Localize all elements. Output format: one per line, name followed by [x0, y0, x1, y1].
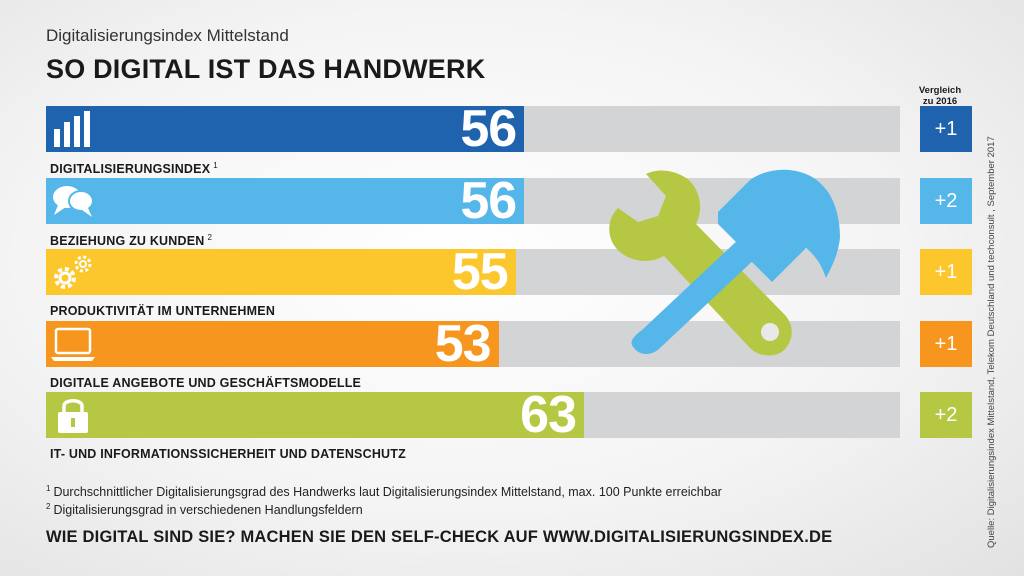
- footnote-number: 1: [46, 484, 51, 493]
- footnote-ref: 2: [207, 232, 213, 242]
- laptop-icon: [51, 327, 95, 361]
- bar-value-label: 53: [434, 314, 492, 373]
- footnote-text: Durchschnittlicher Digitalisierungsgrad …: [53, 485, 722, 500]
- comparison-delta-badge: +1: [920, 320, 972, 367]
- comparison-heading: Vergleich zu 2016: [908, 85, 972, 107]
- bar-value-label: 56: [460, 171, 517, 230]
- hammer-and-wrench-icon: [609, 169, 840, 356]
- comparison-heading-line2: zu 2016: [922, 96, 958, 107]
- category-label-text: BEZIEHUNG ZU KUNDEN: [50, 233, 205, 248]
- subtitle: Digitalisierungsindex Mittelstand: [46, 26, 289, 45]
- category-label-text: PRODUKTIVITÄT IM UNTERNEHMEN: [50, 304, 276, 318]
- bar-value-label: 55: [451, 243, 509, 301]
- footnote-number: 2: [46, 502, 51, 511]
- category-label-text: DIGITALISIERUNGSINDEX: [50, 162, 211, 177]
- wrench-icon: [609, 170, 792, 356]
- category-label-text: IT- UND INFORMATIONSSICHERHEIT UND DATEN…: [50, 447, 406, 461]
- bar-value-label: 63: [520, 386, 577, 444]
- bar: [46, 106, 525, 152]
- category-label: IT- UND INFORMATIONSSICHERHEIT UND DATEN…: [50, 447, 406, 461]
- bar: [46, 392, 585, 438]
- comparison-delta-badge: +2: [920, 392, 972, 438]
- gears-icon: [54, 255, 92, 289]
- bar: [46, 249, 516, 295]
- bar-row: 56 +1 DIGITALISIERUNGSINDEX 1: [46, 100, 972, 196]
- comparison-delta-badge: +1: [920, 106, 972, 152]
- footnote: 1 Durchschnittlicher Digitalisierungsgrad…: [46, 484, 722, 499]
- page-title: SO DIGITAL IST DAS HANDWERK: [46, 54, 486, 84]
- category-label: PRODUKTIVITÄT IM UNTERNEHMEN: [50, 304, 275, 318]
- comparison-delta-badge: +2: [920, 177, 972, 224]
- footnote-ref: 1: [213, 161, 218, 170]
- bar-chart-icon: [54, 111, 90, 147]
- bar-value-label: 56: [460, 100, 517, 158]
- category-label: BEZIEHUNG ZU KUNDEN 2: [50, 233, 212, 248]
- bar-row: 63 +2 IT- UND INFORMATIONSSICHERHEIT UND D…: [46, 386, 972, 482]
- category-label: DIGITALISIERUNGSINDEX 1: [50, 161, 218, 176]
- padlock-icon: [58, 399, 88, 433]
- comparison-heading-line1: Vergleich: [918, 85, 962, 96]
- footnote-text: Digitalisierungsgrad in verschiedenen Ha…: [53, 503, 363, 518]
- comparison-delta-badge: +1: [920, 249, 972, 295]
- bar: [46, 320, 499, 367]
- footnote: 2 Digitalisierungsgrad in verschiedenen H…: [46, 502, 363, 517]
- bar: [46, 177, 525, 224]
- source-note: Quelle: Digitalisierungsindex Mittelstan…: [986, 136, 997, 548]
- category-label-text: DIGITALE ANGEBOTE UND GESCHÄFTSMODELLE: [50, 375, 362, 390]
- speech-bubbles-icon: [53, 185, 94, 217]
- self-check-link[interactable]: WIE DIGITAL SIND SIE? MACHEN SIE DEN SEL…: [46, 528, 833, 546]
- category-label: DIGITALE ANGEBOTE UND GESCHÄFTSMODELLE: [50, 376, 361, 390]
- hammer-icon: [631, 169, 840, 354]
